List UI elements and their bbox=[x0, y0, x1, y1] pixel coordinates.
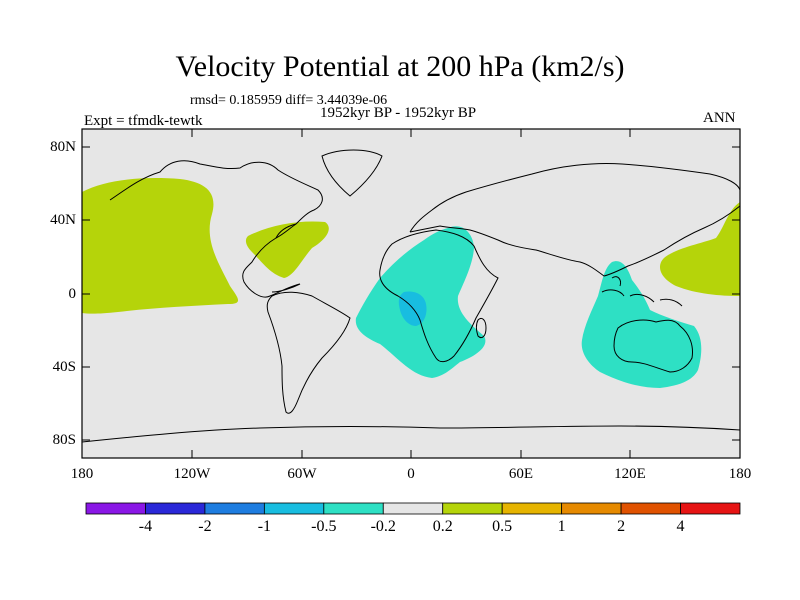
contour-north-pacific bbox=[82, 178, 239, 314]
colorbar-label: -2 bbox=[198, 518, 212, 535]
contour-west-pacific bbox=[660, 202, 740, 296]
x-tick-label: 180 bbox=[728, 466, 752, 482]
colorbar-label: 0.2 bbox=[432, 518, 453, 535]
coastlines bbox=[82, 149, 740, 443]
colorbar-swatch bbox=[263, 502, 325, 515]
y-tick-label: 40N bbox=[50, 212, 76, 228]
map-frame bbox=[81, 128, 741, 459]
colorbar-swatch bbox=[501, 502, 563, 515]
colorbar-label: 1 bbox=[557, 518, 566, 535]
colorbar-label: -1 bbox=[257, 518, 272, 535]
colorbar-label: -0.5 bbox=[311, 518, 337, 535]
axis-ticks bbox=[82, 129, 740, 458]
y-tick-label: 0 bbox=[68, 286, 77, 302]
colorbar-swatch bbox=[680, 502, 741, 515]
colorbar-swatch bbox=[620, 502, 681, 515]
colorbar-swatch bbox=[382, 502, 444, 515]
experiment-label: Expt = tfmdk-tewtk bbox=[84, 113, 203, 129]
y-tick-label: 40S bbox=[52, 359, 76, 375]
contour-caribbean-atlantic bbox=[245, 221, 329, 278]
colorbar bbox=[85, 502, 741, 515]
colorbar-swatch bbox=[323, 502, 384, 515]
x-tick-label: 120W bbox=[173, 466, 211, 482]
colorbar-label: 2 bbox=[617, 518, 626, 535]
y-tick-label: 80S bbox=[52, 432, 76, 448]
colorbar-label: 0.5 bbox=[492, 518, 513, 535]
x-tick-label: 60E bbox=[508, 466, 534, 482]
colorbar-swatch bbox=[85, 502, 146, 515]
colorbar-label: 4 bbox=[676, 518, 685, 535]
map-title: Velocity Potential at 200 hPa (km2/s) bbox=[175, 50, 625, 83]
season-label: ANN bbox=[703, 110, 736, 126]
colorbar-swatch bbox=[442, 502, 503, 515]
x-tick-label: 180 bbox=[70, 466, 94, 482]
colorbar-label: -0.2 bbox=[370, 518, 396, 535]
x-tick-label: 120E bbox=[614, 466, 646, 482]
x-tick-label: 60W bbox=[287, 466, 317, 482]
colorbar-swatch bbox=[204, 502, 265, 515]
colorbar-swatch bbox=[145, 502, 206, 515]
period-label: 1952kyr BP - 1952kyr BP bbox=[320, 105, 477, 121]
stats-label: rmsd= 0.185959 diff= 3.44039e-06 bbox=[190, 93, 388, 108]
colorbar-label: -4 bbox=[138, 518, 153, 535]
contour-maritime-continent-australia bbox=[581, 261, 702, 388]
x-tick-label: 0 bbox=[407, 466, 415, 482]
colorbar-swatch bbox=[561, 502, 622, 515]
y-tick-label: 80N bbox=[50, 139, 76, 155]
